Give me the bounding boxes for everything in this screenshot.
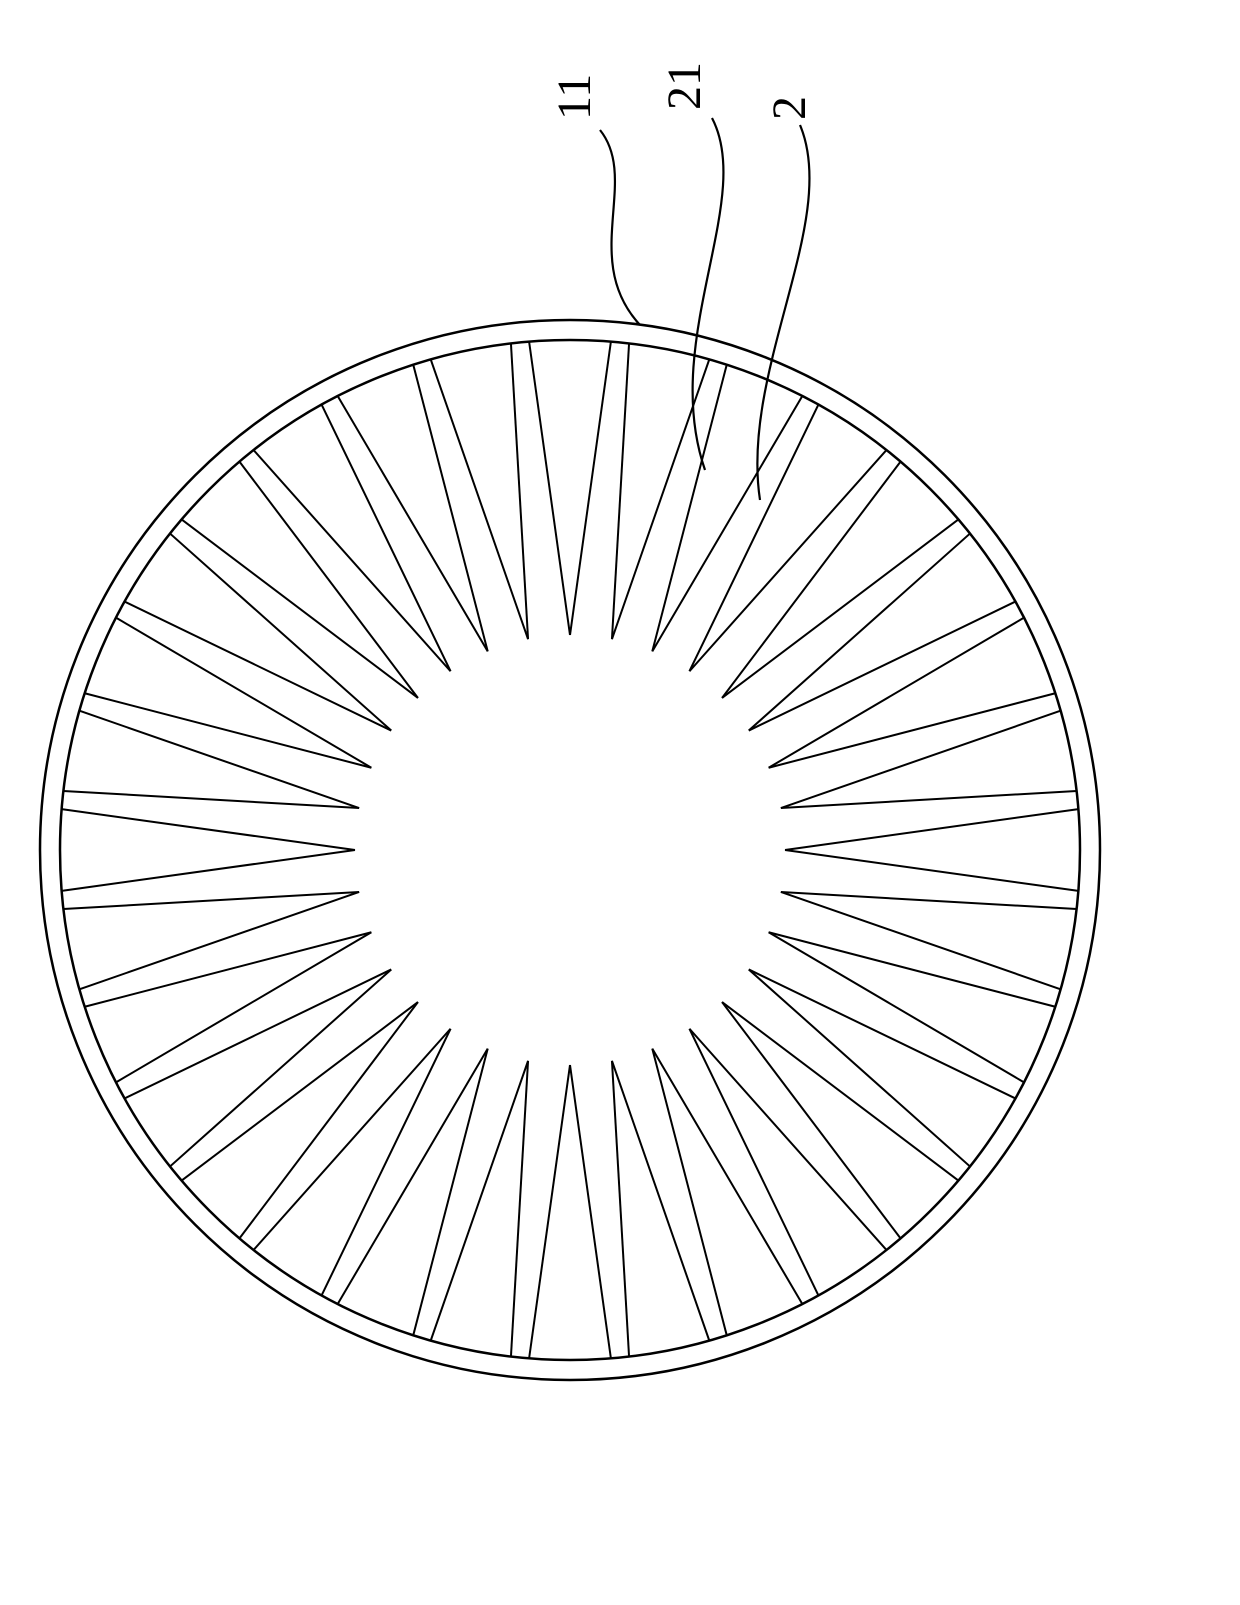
label-21: 21 bbox=[658, 62, 711, 110]
background bbox=[0, 0, 1240, 1605]
label-2: 2 bbox=[763, 96, 816, 120]
label-11: 11 bbox=[548, 74, 601, 120]
